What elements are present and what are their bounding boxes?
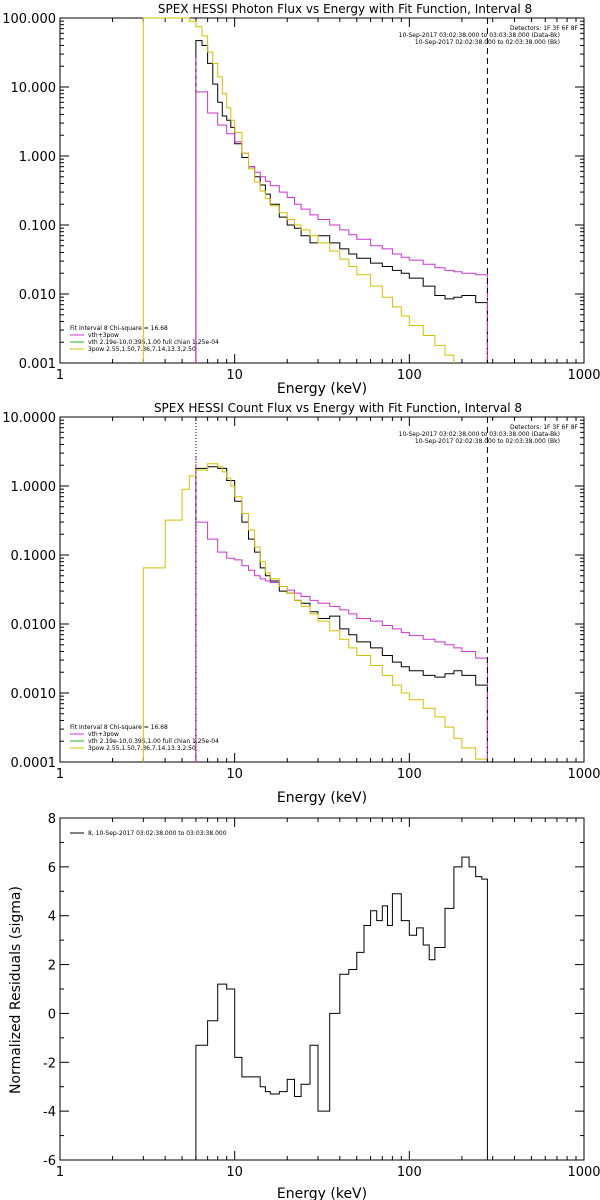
x-tick-label: 1 — [56, 368, 64, 383]
x-axis-label: Energy (keV) — [277, 1186, 367, 1200]
y-tick-label: 0.0001 — [11, 756, 57, 771]
series-line — [195, 521, 488, 762]
y-tick-label: 2 — [48, 959, 56, 974]
y-tick-label: 0.1000 — [11, 549, 57, 564]
legend-vth-label: vth 2.19e-10,0.395,1.00 full chian 1.25e… — [88, 738, 219, 745]
plot-frame — [59, 17, 585, 364]
series-line — [195, 856, 488, 1160]
panel-title: SPEX HESSI Count Flux vs Energy with Fit… — [154, 401, 522, 415]
x-axis-label: Energy (keV) — [277, 381, 367, 397]
residuals-panel: Energy (keV) Normalized Residuals (sigma… — [8, 812, 600, 1200]
count-flux-panel: SPEX HESSI Count Flux vs Energy with Fit… — [2, 401, 600, 806]
x-tick-label: 100 — [397, 767, 422, 782]
y-tick-label: 100.000 — [2, 12, 56, 27]
x-tick-label: 100 — [397, 368, 422, 383]
x-tick-label: 1 — [56, 1165, 64, 1180]
x-tick-label: 1000 — [567, 368, 600, 383]
series-line — [142, 17, 455, 363]
y-tick-label: 10.000 — [11, 81, 57, 96]
y-tick-label: 0.0010 — [11, 687, 57, 702]
legend-vth-label: vth 2.19e-10,0.395,1.00 full chian 1.25e… — [88, 339, 219, 346]
y-ticks: 8 6 4 2 0 -2 -4 -6 — [43, 812, 584, 1169]
y-tick-label: 10.0000 — [2, 411, 56, 426]
detector-label: Detectors: 1F 3F 6F 8F — [510, 424, 579, 431]
y-tick-label: 0.0100 — [11, 618, 57, 633]
legend-pow-label: 3pow 2.55,1.50,7.36,7.14,13.3,2.50 — [88, 346, 196, 353]
y-tick-label: 0.001 — [19, 357, 56, 372]
photon-flux-panel: SPEX HESSI Photon Flux vs Energy with Fi… — [2, 2, 600, 397]
detector-label: Detectors: 1F 3F 6F 8F — [510, 25, 579, 32]
y-tick-label: 8 — [48, 812, 56, 827]
x-ticks: 1 10 100 1000 — [56, 417, 600, 782]
x-tick-label: 1000 — [567, 1165, 600, 1180]
series-line — [142, 463, 488, 762]
y-tick-label: 0.010 — [19, 288, 56, 303]
y-axis-label: Normalized Residuals (sigma) — [8, 886, 24, 1094]
x-ticks: 1 10 100 1000 — [56, 18, 600, 383]
x-tick-label: 100 — [397, 1165, 422, 1180]
y-ticks: 100.000 10.000 1.000 0.100 0.010 0.001 — [2, 12, 584, 372]
x-tick-label: 1000 — [567, 767, 600, 782]
x-axis-label: Energy (keV) — [277, 790, 367, 806]
x-tick-label: 1 — [56, 767, 64, 782]
data-interval-label: 10-Sep-2017 03:02:38.000 to 03:03:38.000… — [399, 32, 560, 39]
panel-title: SPEX HESSI Photon Flux vs Energy with Fi… — [158, 2, 532, 16]
legend-pow-label: 3pow 2.55,1.50,7.36,7.14,13.3,2.50 — [88, 745, 196, 752]
y-tick-label: 0.100 — [19, 219, 56, 234]
y-tick-label: 0 — [48, 1007, 56, 1022]
series-line — [195, 40, 488, 363]
y-tick-label: -6 — [43, 1154, 56, 1169]
legend-residual-label: 8, 10-Sep-2017 03:02:38.000 to 03:03:38.… — [88, 830, 227, 837]
x-tick-label: 10 — [226, 1165, 243, 1180]
x-tick-label: 10 — [226, 368, 243, 383]
x-tick-label: 10 — [226, 767, 243, 782]
y-tick-label: -4 — [43, 1105, 56, 1120]
y-tick-label: -2 — [43, 1056, 56, 1071]
y-tick-label: 6 — [48, 861, 56, 876]
x-ticks: 1 10 100 1000 — [56, 818, 600, 1180]
data-interval-label: 10-Sep-2017 03:02:38.000 to 03:03:38.000… — [399, 431, 560, 438]
y-ticks: 10.0000 1.0000 0.1000 0.0100 0.0010 0.0001 — [2, 411, 584, 771]
fit-chisq-label: Fit Interval 8 Chi-square = 16.68 — [70, 325, 168, 332]
legend-total-label: vth+3pow — [88, 332, 119, 339]
y-tick-label: 1.0000 — [11, 480, 57, 495]
legend-total-label: vth+3pow — [88, 731, 119, 738]
y-tick-label: 4 — [48, 910, 56, 925]
plot-frame — [59, 416, 585, 763]
y-tick-label: 1.000 — [19, 150, 56, 165]
fit-chisq-label: Fit Interval 8 Chi-square = 16.68 — [70, 724, 168, 731]
